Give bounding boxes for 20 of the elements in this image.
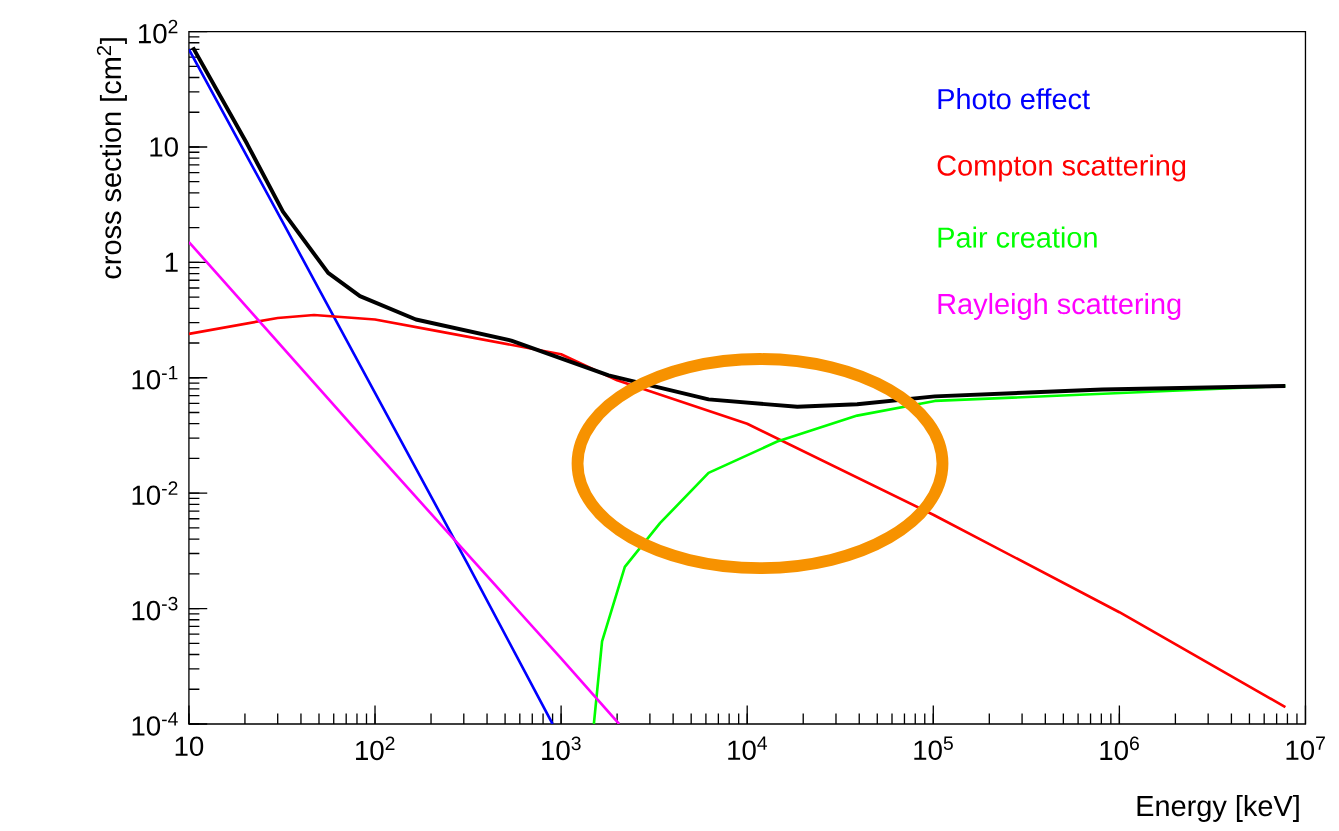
y-tick-label: 10$^{2}$ bbox=[138, 19, 178, 44]
y-tick-label: 10$^{-2}$ bbox=[132, 481, 178, 505]
x-tick-label: 10$^{6}$ bbox=[1100, 736, 1139, 760]
text: Photo effect bbox=[938, 87, 1090, 110]
y-tick-label: 10$^{-3}$ bbox=[132, 596, 178, 621]
text: Compton scattering bbox=[937, 154, 1186, 182]
x-tick-label: 10 bbox=[175, 736, 204, 756]
text: Pair creation bbox=[938, 226, 1097, 248]
x-tick-label: 10$^{7}$ bbox=[1286, 736, 1325, 760]
y-tick-label: 10$^{-4}$ bbox=[132, 712, 178, 736]
y-tick-label: 1 bbox=[165, 252, 178, 272]
x-tick-label: 10$^{4}$ bbox=[728, 736, 768, 760]
x-axis-title: Energy [keV] bbox=[1137, 794, 1299, 822]
y-tick-label: 10 bbox=[150, 136, 178, 157]
x-tick-label: 10$^{5}$ bbox=[914, 736, 953, 760]
y-axis-title: cross section [cm$^{2}$] bbox=[96, 38, 127, 279]
x-tick-label: 10$^{2}$ bbox=[356, 736, 395, 760]
text: Rayleigh scattering bbox=[938, 292, 1181, 320]
x-tick-label: 10$^{3}$ bbox=[542, 736, 581, 760]
y-tick-label: 10$^{-1}$ bbox=[132, 365, 178, 390]
